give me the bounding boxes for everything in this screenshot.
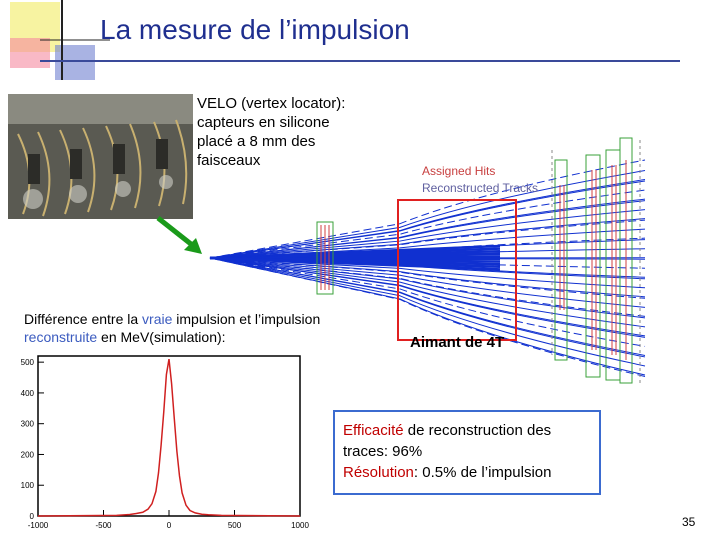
efficiency-label: Efficacité <box>343 422 404 439</box>
beam-track-line <box>209 256 501 271</box>
track-line <box>209 198 646 259</box>
track-line <box>209 180 646 259</box>
logo-squares-icon <box>10 0 110 80</box>
track-line <box>209 257 646 376</box>
track-line <box>209 257 646 289</box>
diff-reconstruite: reconstruite <box>24 329 98 345</box>
track-line <box>209 209 646 259</box>
diff-text-3: en MeV(simulation): <box>97 329 226 345</box>
diff-vraie: vraie <box>142 311 173 327</box>
efficiency-value: de reconstruction des traces: 96% <box>343 422 552 460</box>
legend-assigned-hits: Assigned Hits <box>422 164 495 178</box>
track-line <box>209 159 646 259</box>
track-line <box>209 179 646 259</box>
efficiency-line: Efficacité de reconstruction des traces:… <box>343 420 591 462</box>
track-line <box>209 257 646 358</box>
velo-detector-photo <box>8 94 193 219</box>
x-tick-label: -500 <box>95 521 112 530</box>
resolution-label: Résolution <box>343 464 414 481</box>
momentum-resolution-histogram: -1000 -500 0 500 1000 0 100 200 300 400 500 <box>21 355 309 530</box>
y-tick-label: 300 <box>21 420 35 429</box>
diff-text-1: Différence entre la <box>24 311 143 327</box>
page-number: 35 <box>682 515 696 529</box>
track-line <box>209 189 646 259</box>
track-line <box>209 257 646 298</box>
track-reconstruction-diagram: Assigned Hits Reconstructed Tracks <box>209 137 646 385</box>
x-tick-label: -1000 <box>28 521 49 530</box>
track-line <box>209 257 646 377</box>
y-tick-label: 0 <box>30 512 35 521</box>
track-line <box>209 257 646 347</box>
x-tick-label: 500 <box>228 521 242 530</box>
x-tick-label: 1000 <box>291 521 309 530</box>
track-line <box>209 218 646 259</box>
track-line <box>209 257 646 328</box>
y-tick-label: 100 <box>21 481 35 490</box>
legend-reconstructed-tracks: Reconstructed Tracks <box>422 181 538 195</box>
green-arrow-icon <box>156 216 202 254</box>
track-line <box>209 257 646 367</box>
track-line <box>209 257 646 337</box>
diff-text-2: impulsion et l’impulsion <box>172 311 321 327</box>
magnet-box <box>397 199 517 341</box>
magnet-label: Aimant de 4T <box>410 334 505 351</box>
y-tick-label: 500 <box>21 358 35 367</box>
results-box: Efficacité de reconstruction des traces:… <box>333 410 601 495</box>
x-tick-label: 0 <box>167 521 172 530</box>
velo-description: VELO (vertex locator): capteurs en silic… <box>197 95 346 169</box>
plot-frame <box>37 355 301 517</box>
track-line <box>209 257 646 319</box>
track-line <box>209 257 646 356</box>
page-title: La mesure de l’impulsion <box>100 14 410 45</box>
resolution-value: : 0.5% de l’impulsion <box>413 464 552 481</box>
resolution-line: Résolution: 0.5% de l’impulsion <box>343 462 591 483</box>
histogram-curve <box>37 358 301 517</box>
track-line <box>209 257 646 338</box>
track-line <box>209 257 646 308</box>
y-tick-label: 400 <box>21 389 35 398</box>
title-divider <box>40 60 680 62</box>
track-line <box>209 228 646 259</box>
track-line <box>209 200 646 259</box>
y-tick-label: 200 <box>21 450 35 459</box>
difference-description: Différence entre la vraie impulsion et l… <box>24 310 344 346</box>
